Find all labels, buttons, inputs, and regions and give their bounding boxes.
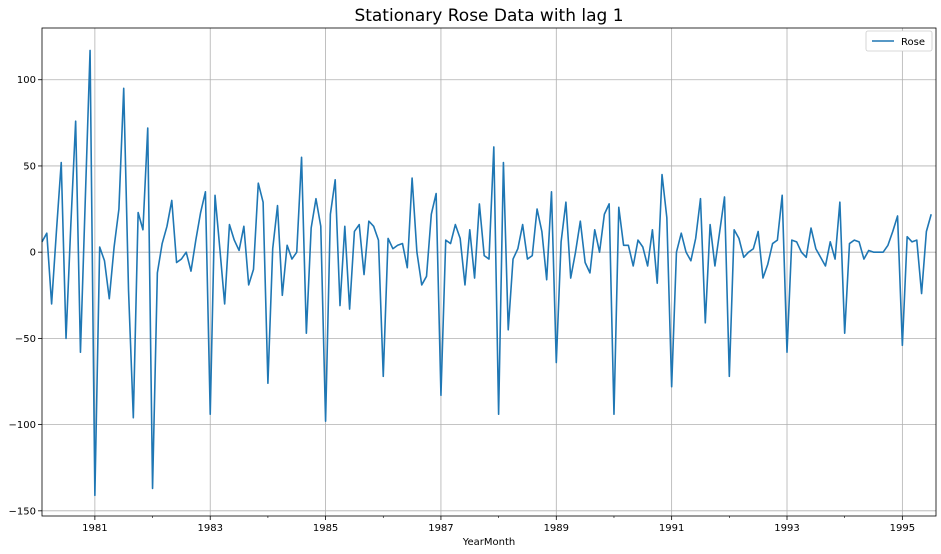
x-tick-label: 1983 <box>198 523 223 534</box>
x-axis-label: YearMonth <box>462 537 516 548</box>
x-tick-label: 1985 <box>313 523 338 534</box>
x-tick-label: 1993 <box>774 523 799 534</box>
legend: Rose <box>865 30 933 52</box>
legend-box <box>865 30 933 52</box>
grid <box>42 28 936 516</box>
plot-frame <box>41 27 937 517</box>
y-tick-label: −150 <box>9 506 36 517</box>
x-tick-label: 1989 <box>544 523 569 534</box>
series-line-rose <box>41 49 932 497</box>
y-tick-label: 100 <box>17 75 36 86</box>
legend-label-rose: Rose <box>901 37 925 48</box>
y-tick-label: 0 <box>30 248 36 259</box>
axis-ticks: 1981 1983 1985 1987 1989 1991 1993 1995 100 50 0 −5… <box>9 75 916 534</box>
x-tick-label: 1991 <box>659 523 684 534</box>
x-tick-label: 1987 <box>428 523 453 534</box>
y-tick-label: 50 <box>23 161 36 172</box>
y-tick-label: −50 <box>15 334 36 345</box>
x-tick-label: 1995 <box>890 523 915 534</box>
chart-title: Stationary Rose Data with lag 1 <box>354 6 623 26</box>
series-layer <box>41 49 932 497</box>
y-tick-label: −100 <box>9 420 36 431</box>
x-tick-label: 1981 <box>82 523 107 534</box>
